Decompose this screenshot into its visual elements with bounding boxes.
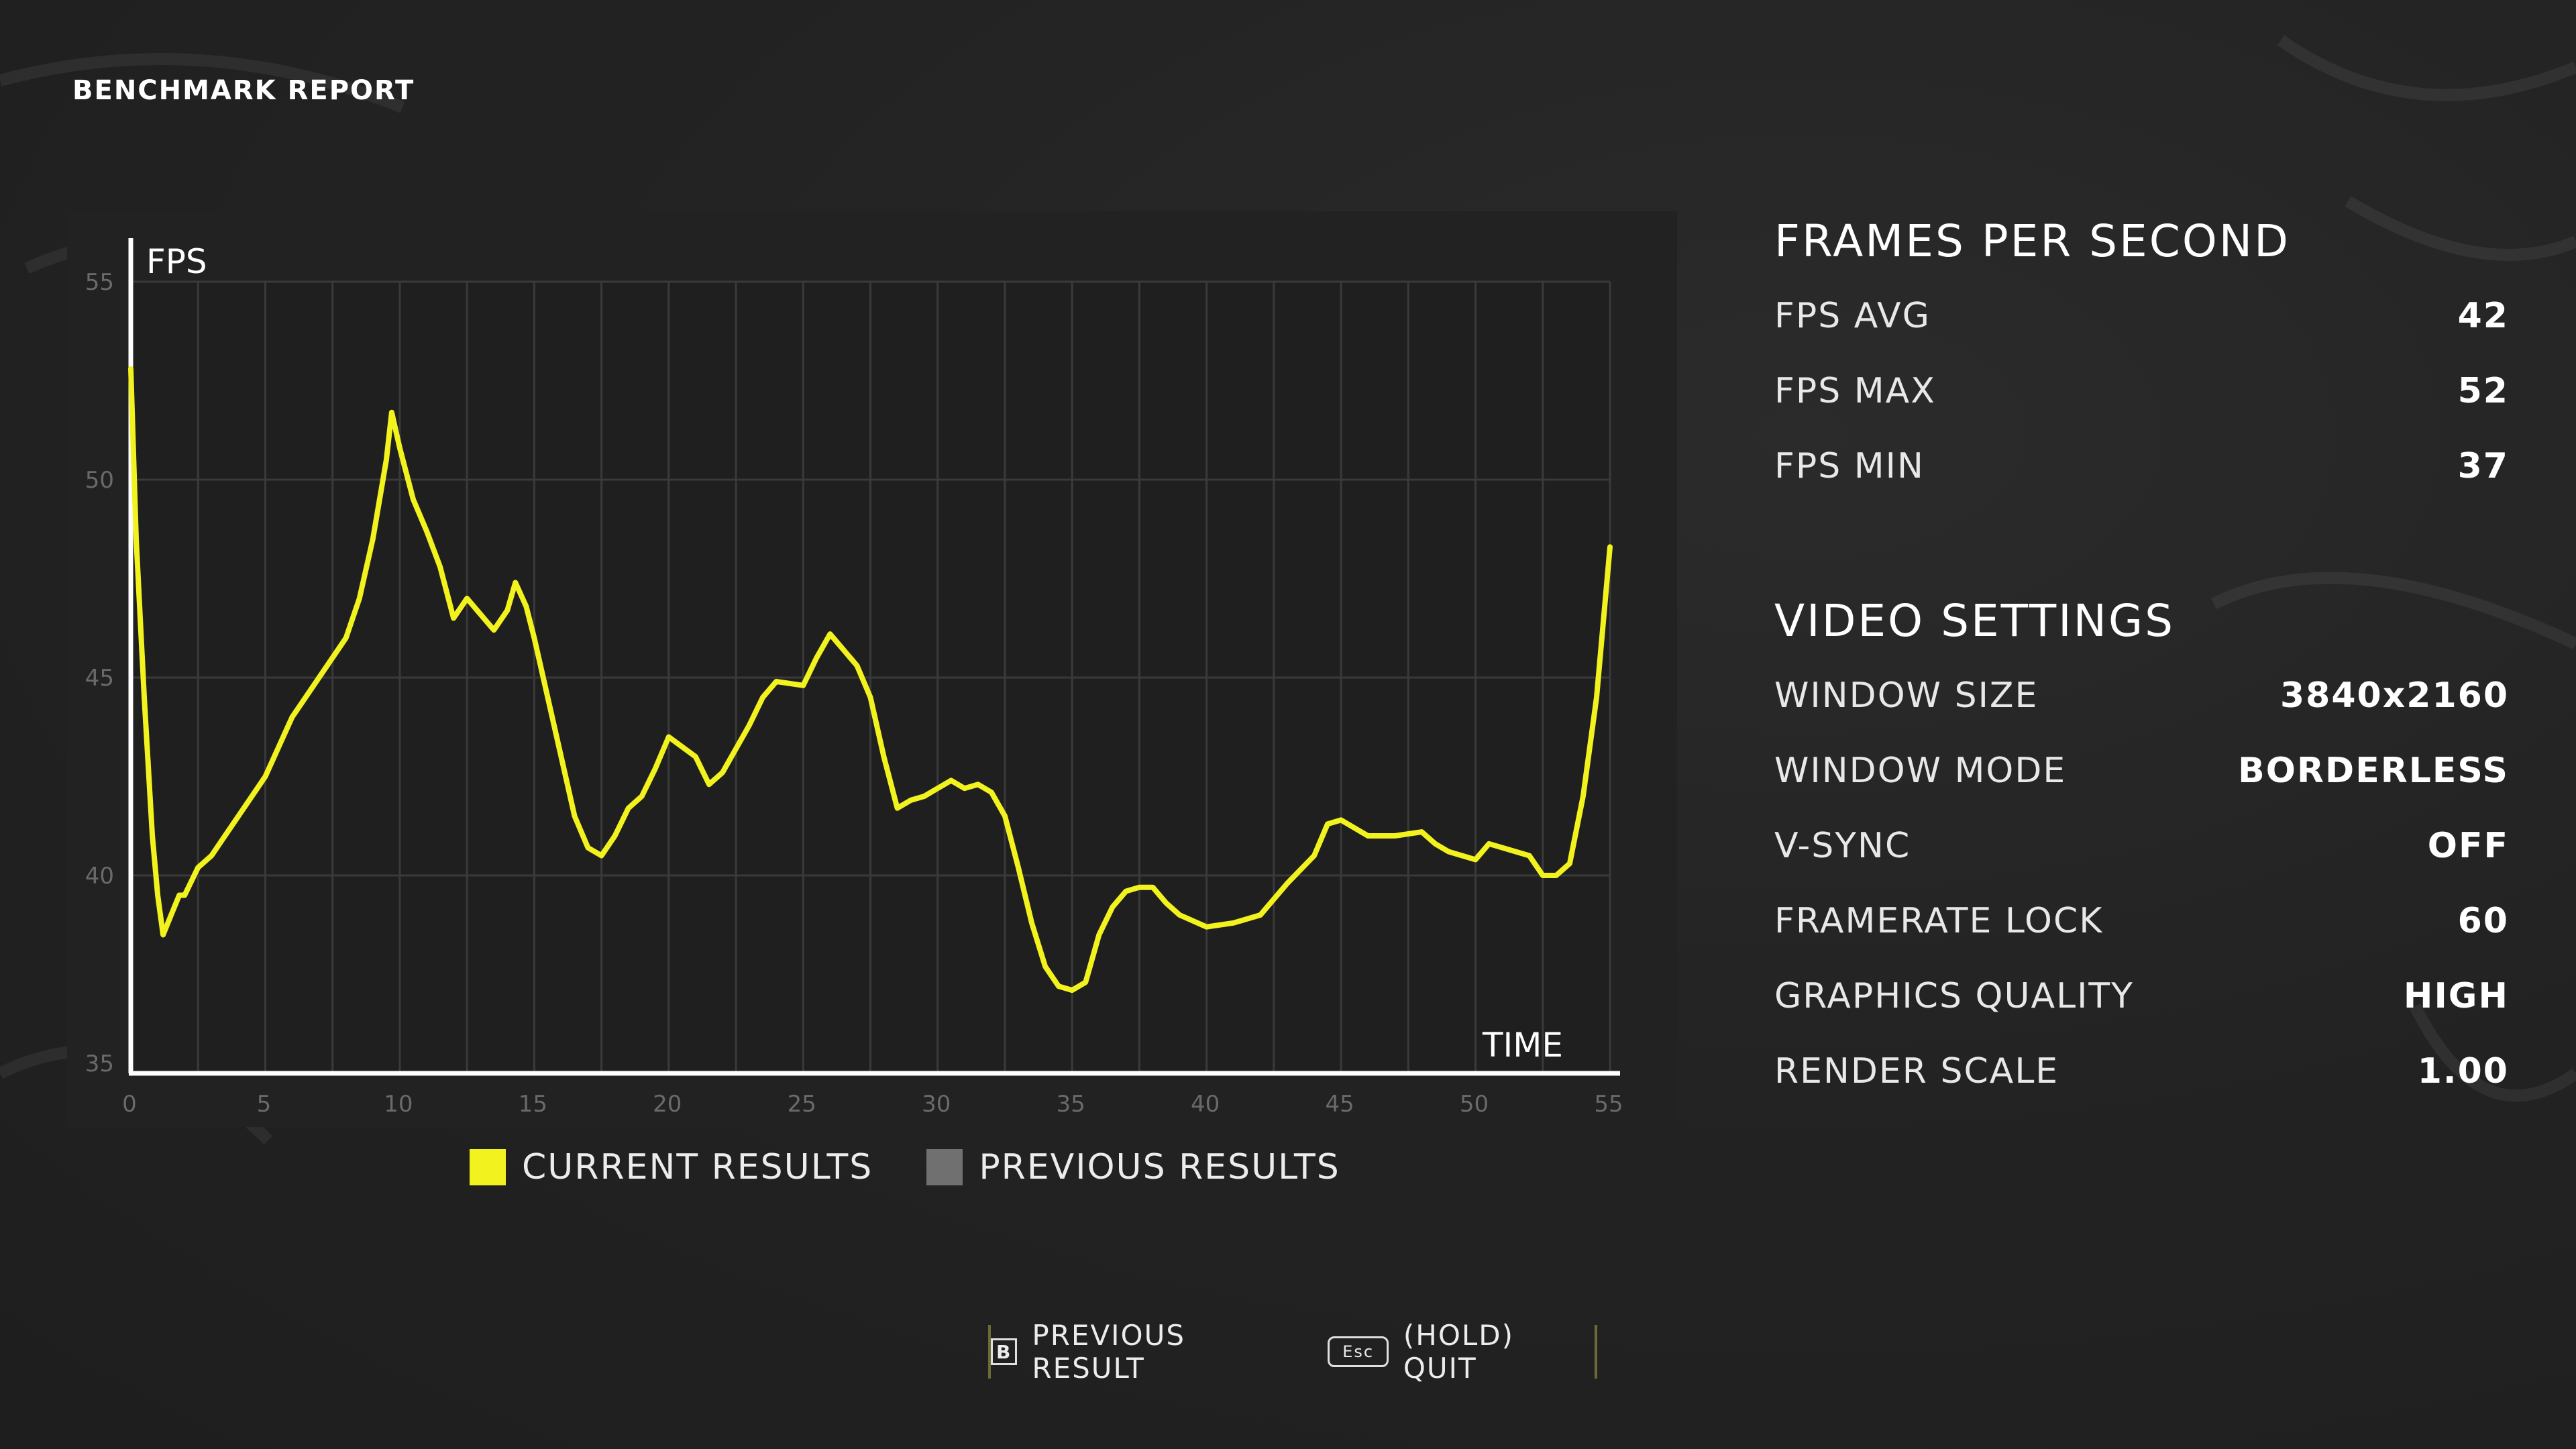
section-spacer: [1774, 504, 2509, 584]
y-tick-label: 50: [85, 467, 114, 494]
x-tick-label: 10: [384, 1091, 413, 1118]
fps-line-chart: 0 5 10 15 20 25 30 35 40 45 50 55 35 40 45 50 55 FPS TIM…: [85, 238, 1623, 1118]
b-key-icon: B: [991, 1338, 1018, 1365]
stat-label: FPS AVG: [1774, 296, 1931, 336]
x-tick-label: 15: [519, 1091, 547, 1118]
series-line-current-results: [128, 366, 1613, 994]
stat-row-render-scale: RENDER SCALE 1.00: [1774, 1034, 2509, 1109]
stat-label: FRAMERATE LOCK: [1774, 901, 2104, 941]
x-tick-label: 20: [653, 1091, 682, 1118]
stat-value: 3840x2160: [2280, 676, 2509, 716]
chart-series: [128, 366, 1613, 994]
stat-label: RENDER SCALE: [1774, 1051, 2059, 1091]
previous-result-button[interactable]: B PREVIOUS RESULT: [991, 1319, 1303, 1385]
chart-panel: 0 5 10 15 20 25 30 35 40 45 50 55 35 40 45 50 55 FPS TIM…: [67, 211, 1677, 1127]
stat-row-fps-min: FPS MIN 37: [1774, 429, 2509, 504]
x-tick-label: 5: [257, 1091, 272, 1118]
esc-key-icon: Esc: [1328, 1336, 1389, 1367]
x-tick-label: 50: [1460, 1091, 1489, 1118]
x-axis-label: TIME: [1482, 1026, 1563, 1065]
quit-label: (HOLD) QUIT: [1403, 1319, 1515, 1385]
legend-swatch-previous: [926, 1149, 963, 1185]
x-tick-label: 40: [1191, 1091, 1220, 1118]
stat-row-graphics-quality: GRAPHICS QUALITY HIGH: [1774, 959, 2509, 1034]
x-tick-label: 30: [922, 1091, 951, 1118]
stat-label: V-SYNC: [1774, 826, 1911, 866]
stat-row-fps-avg: FPS AVG 42: [1774, 278, 2509, 354]
legend-label-current: CURRENT RESULTS: [522, 1147, 873, 1187]
stat-value: HIGH: [2403, 976, 2509, 1016]
chart-legend: CURRENT RESULTS PREVIOUS RESULTS: [470, 1147, 1340, 1187]
page-title: BENCHMARK REPORT: [72, 75, 415, 106]
legend-swatch-current: [470, 1149, 506, 1185]
y-axis-label: FPS: [146, 242, 207, 281]
stat-row-window-size: WINDOW SIZE 3840x2160: [1774, 658, 2509, 733]
stat-value: OFF: [2427, 826, 2509, 866]
x-tick-label: 55: [1594, 1091, 1623, 1118]
stat-label: WINDOW MODE: [1774, 751, 2067, 791]
stat-value: 37: [2457, 446, 2509, 486]
legend-current-results[interactable]: CURRENT RESULTS: [470, 1147, 873, 1187]
y-tick-label: 55: [85, 269, 114, 296]
stat-row-framerate-lock: FRAMERATE LOCK 60: [1774, 883, 2509, 959]
chart-ticks: 0 5 10 15 20 25 30 35 40 45 50 55 35 40 45 50 55: [85, 269, 1623, 1118]
stats-panel: FRAMES PER SECOND FPS AVG 42 FPS MAX 52 …: [1774, 205, 2509, 1109]
stat-row-vsync: V-SYNC OFF: [1774, 808, 2509, 883]
stat-value: 52: [2457, 371, 2509, 411]
stat-row-window-mode: WINDOW MODE BORDERLESS: [1774, 733, 2509, 808]
x-tick-label: 0: [122, 1091, 137, 1118]
legend-label-previous: PREVIOUS RESULTS: [979, 1147, 1340, 1187]
stat-label: FPS MAX: [1774, 371, 1936, 411]
stat-value: 60: [2457, 901, 2509, 941]
stat-row-fps-max: FPS MAX 52: [1774, 354, 2509, 429]
quit-button[interactable]: Esc (HOLD) QUIT: [1328, 1319, 1595, 1385]
x-tick-label: 35: [1057, 1091, 1085, 1118]
y-tick-label: 35: [85, 1051, 114, 1077]
stat-value: 1.00: [2417, 1051, 2509, 1091]
y-tick-label: 40: [85, 863, 114, 890]
video-section-title: VIDEO SETTINGS: [1774, 595, 2176, 647]
previous-result-label: PREVIOUS RESULT: [1032, 1319, 1186, 1385]
stat-value: BORDERLESS: [2238, 751, 2509, 791]
x-tick-label: 45: [1325, 1091, 1354, 1118]
stat-label: WINDOW SIZE: [1774, 676, 2039, 716]
y-tick-label: 45: [85, 665, 114, 692]
footer-controls: B PREVIOUS RESULT Esc (HOLD) QUIT: [988, 1319, 1597, 1385]
stat-label: GRAPHICS QUALITY: [1774, 976, 2134, 1016]
stat-label: FPS MIN: [1774, 446, 1925, 486]
chart-grid: [129, 280, 1611, 1075]
legend-previous-results[interactable]: PREVIOUS RESULTS: [926, 1147, 1340, 1187]
stat-value: 42: [2457, 296, 2509, 336]
fps-section-title: FRAMES PER SECOND: [1774, 215, 2290, 267]
x-tick-label: 25: [788, 1091, 816, 1118]
